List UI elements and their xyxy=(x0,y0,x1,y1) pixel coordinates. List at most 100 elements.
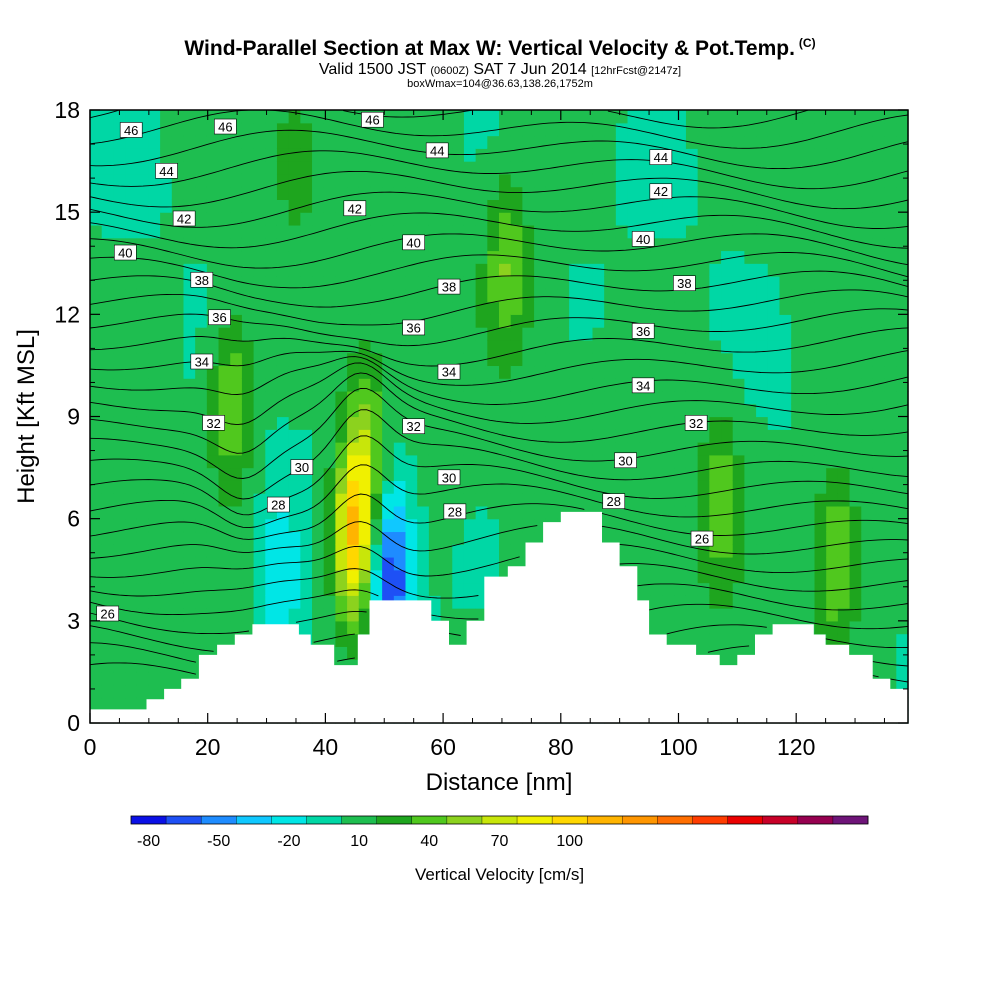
velocity-cell xyxy=(253,442,266,456)
velocity-cell xyxy=(615,161,629,175)
velocity-cell xyxy=(580,327,594,341)
velocity-cell xyxy=(767,276,781,290)
velocity-cell xyxy=(861,518,874,533)
velocity-cell xyxy=(218,276,231,290)
velocity-cell xyxy=(604,224,617,239)
velocity-cell xyxy=(639,148,652,162)
velocity-cell xyxy=(195,620,208,635)
velocity-cell xyxy=(861,416,874,430)
velocity-cell xyxy=(125,556,138,571)
velocity-cell xyxy=(253,250,266,264)
velocity-cell xyxy=(405,173,418,188)
velocity-cell xyxy=(779,582,792,596)
velocity-cell xyxy=(218,608,231,622)
velocity-cell xyxy=(276,429,290,443)
velocity-cell xyxy=(183,493,196,507)
velocity-cell xyxy=(744,454,757,469)
velocity-cell xyxy=(241,620,255,635)
velocity-cell xyxy=(767,429,781,443)
velocity-cell xyxy=(791,595,804,609)
velocity-cell xyxy=(113,544,126,558)
velocity-cell xyxy=(802,442,816,456)
velocity-cell xyxy=(522,250,535,264)
theta-label-28: 28 xyxy=(267,496,290,513)
velocity-cell xyxy=(183,186,196,200)
velocity-cell xyxy=(534,378,547,392)
velocity-cell xyxy=(580,416,594,430)
velocity-cell xyxy=(732,276,745,290)
velocity-cell xyxy=(709,263,722,277)
velocity-cell xyxy=(265,135,278,149)
theta-contour-line xyxy=(89,170,909,210)
velocity-cell xyxy=(697,301,710,315)
velocity-cell xyxy=(487,148,500,162)
velocity-cell xyxy=(569,442,582,456)
velocity-cell xyxy=(814,467,827,481)
velocity-cell xyxy=(136,671,150,686)
theta-label-42: 42 xyxy=(172,210,196,226)
velocity-cell xyxy=(125,608,138,622)
velocity-cell xyxy=(312,416,325,430)
theta-label-text: 46 xyxy=(218,120,232,135)
velocity-cell xyxy=(791,582,804,596)
velocity-cell xyxy=(896,416,909,430)
velocity-cell xyxy=(814,569,827,584)
velocity-cell xyxy=(872,608,886,622)
velocity-cell xyxy=(756,595,769,609)
velocity-cell xyxy=(370,416,383,430)
velocity-cell xyxy=(709,454,722,469)
velocity-cell xyxy=(639,442,652,456)
velocity-cell xyxy=(802,608,816,622)
velocity-cell xyxy=(826,569,839,584)
velocity-cell xyxy=(510,327,523,341)
velocity-cell xyxy=(206,467,220,481)
velocity-cell xyxy=(837,569,851,584)
velocity-cell xyxy=(650,250,664,264)
velocity-cell xyxy=(463,608,477,622)
velocity-cell xyxy=(323,416,336,430)
velocity-cell xyxy=(428,173,442,188)
velocity-cell xyxy=(650,556,664,571)
velocity-cell xyxy=(779,544,792,558)
velocity-cell xyxy=(674,620,687,635)
velocity-cell xyxy=(569,148,582,162)
velocity-cell xyxy=(487,416,500,430)
theta-contour-line xyxy=(89,624,909,652)
velocity-cell xyxy=(440,608,453,622)
velocity-cell xyxy=(545,237,559,252)
velocity-cell xyxy=(265,442,278,456)
velocity-cell xyxy=(837,263,851,277)
velocity-cell xyxy=(510,173,523,188)
velocity-cell xyxy=(732,620,745,635)
velocity-cell xyxy=(475,161,488,175)
velocity-cell xyxy=(487,378,500,392)
velocity-cell xyxy=(534,390,547,405)
velocity-cell xyxy=(499,122,512,137)
velocity-cell xyxy=(125,173,138,188)
velocity-cell xyxy=(358,148,372,162)
velocity-cell xyxy=(382,263,395,277)
velocity-cell xyxy=(428,122,442,137)
velocity-cell xyxy=(148,110,161,124)
velocity-cell xyxy=(499,442,512,456)
velocity-cell xyxy=(230,199,243,213)
velocity-cell xyxy=(370,582,383,596)
velocity-cell xyxy=(113,212,126,226)
velocity-cell xyxy=(125,595,138,609)
velocity-cell xyxy=(499,135,512,149)
velocity-cell xyxy=(382,416,395,430)
velocity-cell xyxy=(288,416,301,430)
velocity-cell xyxy=(136,480,150,494)
velocity-cell xyxy=(183,110,196,124)
velocity-cell xyxy=(101,352,114,367)
theta-label-40: 40 xyxy=(631,231,655,247)
velocity-cell xyxy=(183,135,196,149)
velocity-cell xyxy=(662,314,675,328)
velocity-cell xyxy=(393,122,407,137)
velocity-cell xyxy=(837,505,851,520)
velocity-cell xyxy=(370,135,383,149)
velocity-cell xyxy=(288,365,301,379)
velocity-cell xyxy=(744,237,757,252)
velocity-cell xyxy=(697,595,710,609)
velocity-cell xyxy=(522,263,535,277)
